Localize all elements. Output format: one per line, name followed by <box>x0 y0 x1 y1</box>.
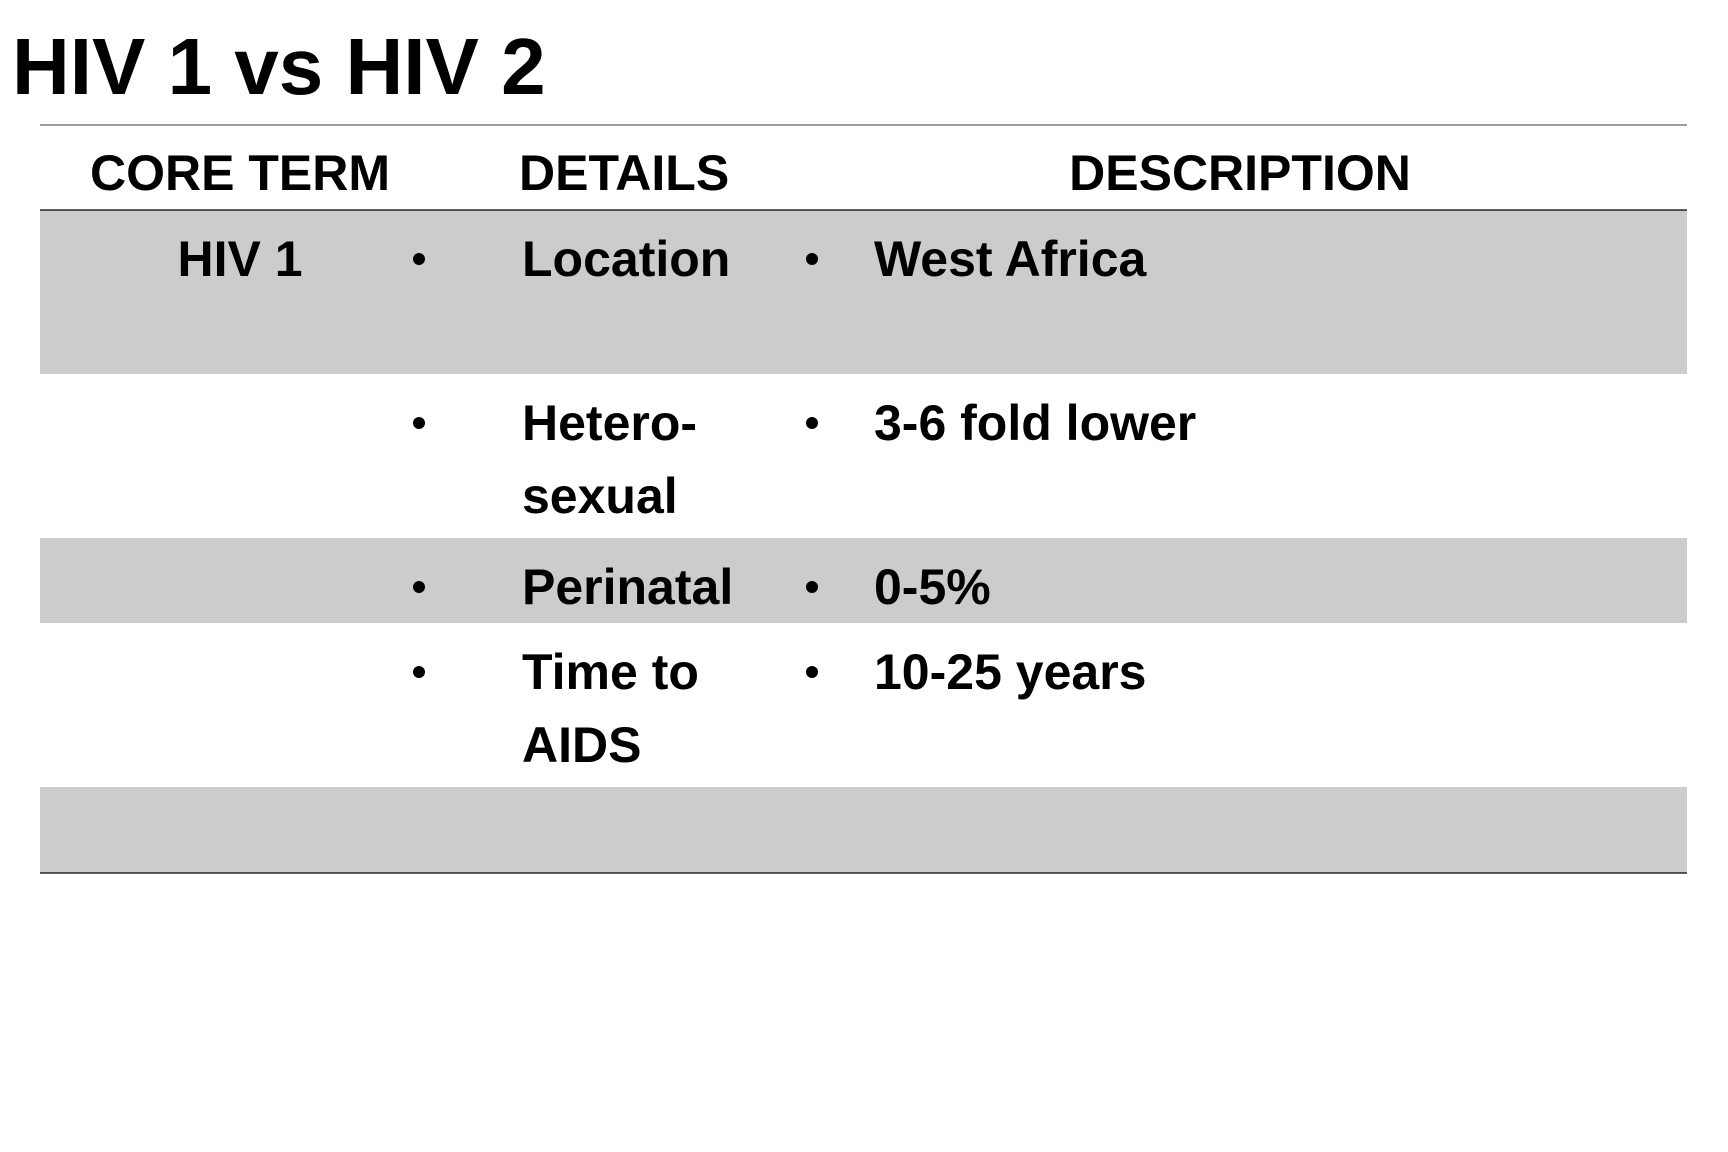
description-text: 10-25 years <box>874 644 1146 700</box>
description-text: 3-6 fold lower <box>874 395 1196 451</box>
row-band <box>40 210 1687 374</box>
bullet <box>413 666 425 678</box>
detail-text: Hetero- <box>522 395 697 451</box>
column-header: DETAILS <box>519 145 729 201</box>
detail-text: Location <box>522 231 730 287</box>
table: CORE TERM DETAILS DESCRIPTION HIV 1 Location… <box>40 124 1687 874</box>
bullet <box>806 253 818 265</box>
detail-text: Perinatal <box>522 559 733 615</box>
bullet <box>806 581 818 593</box>
column-header: CORE TERM <box>90 145 390 201</box>
description-text: 0-5% <box>874 559 991 615</box>
core-term: HIV 1 <box>177 231 302 287</box>
column-header: DESCRIPTION <box>1069 145 1411 201</box>
slide-title: HIV 1 vs HIV 2 <box>12 22 546 111</box>
bullet <box>806 666 818 678</box>
bullet <box>413 253 425 265</box>
bullet <box>413 417 425 429</box>
row-band <box>40 787 1687 873</box>
detail-text: sexual <box>522 468 678 524</box>
row-band <box>40 538 1687 623</box>
detail-text: Time to <box>522 644 699 700</box>
bullet <box>413 581 425 593</box>
bullet <box>806 417 818 429</box>
detail-text: AIDS <box>522 717 641 773</box>
description-text: West Africa <box>874 231 1148 287</box>
